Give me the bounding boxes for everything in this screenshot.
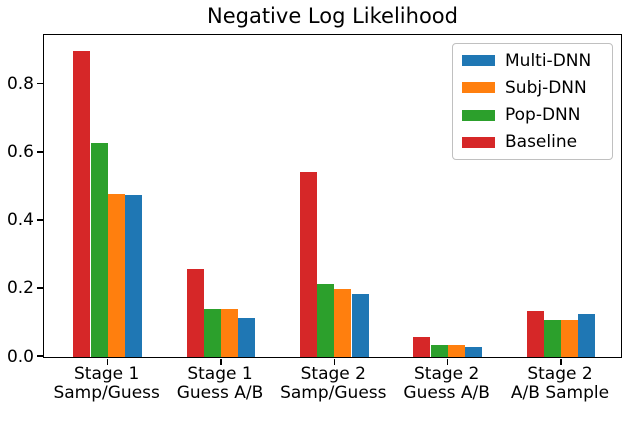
x-tick-mark: [560, 358, 562, 365]
legend-color-swatch-icon: [462, 82, 495, 94]
x-tick-label: Stage 1 Guess A/B: [145, 365, 295, 403]
x-tick-mark: [446, 358, 449, 365]
chart-title: Negative Log Likelihood: [207, 4, 458, 28]
bar-baseline: [526, 311, 544, 357]
bar-pop-dnn: [90, 142, 108, 357]
y-tick-mark: [36, 151, 43, 153]
bar-subj-dnn: [107, 193, 125, 357]
legend-item-subj-dnn: Subj-DNN: [462, 78, 603, 98]
bar-multi-dnn: [124, 195, 143, 357]
x-tick-label-line: Guess A/B: [176, 383, 264, 403]
legend-color-swatch-icon: [462, 109, 495, 121]
x-tick-label-line: Stage 2: [300, 364, 366, 384]
bar-subj-dnn: [561, 319, 579, 357]
y-tick-mark: [36, 82, 43, 85]
x-tick-label: Stage 2 Guess A/B: [372, 365, 522, 403]
y-tick-mark: [36, 287, 43, 289]
bar-multi-dnn: [351, 294, 369, 357]
y-tick-label: 0.0: [6, 346, 34, 367]
x-tick-label-line: Stage 2: [414, 364, 480, 384]
y-tick-mark: [36, 355, 43, 357]
legend-label: Pop-DNN: [505, 105, 581, 126]
bar-pop-dnn: [317, 283, 335, 357]
x-tick-label: Stage 1 Samp/Guess: [32, 365, 182, 403]
bar-pop-dnn: [430, 345, 448, 357]
bar-subj-dnn: [334, 288, 352, 357]
x-tick-label-line: Stage 1: [187, 364, 253, 384]
bar-pop-dnn: [543, 319, 561, 357]
x-tick-mark: [333, 358, 336, 365]
legend: Multi-DNN Subj-DNN Pop-DNN Baseline: [452, 43, 613, 160]
legend-item-multi-dnn: Multi-DNN: [462, 51, 603, 71]
bar-baseline: [299, 171, 318, 357]
x-tick-label-line: Stage 1: [74, 364, 140, 384]
bar-pop-dnn: [203, 309, 221, 357]
legend-color-swatch-icon: [462, 136, 495, 148]
bar-subj-dnn: [221, 309, 239, 357]
legend-label: Subj-DNN: [505, 77, 587, 98]
bar-multi-dnn: [238, 317, 256, 357]
y-tick-mark: [36, 219, 43, 221]
y-tick-label: 0.2: [6, 278, 34, 299]
x-tick-label-line: Guess A/B: [403, 383, 490, 403]
y-tick-label: 0.6: [6, 142, 34, 163]
x-tick-mark: [220, 358, 222, 365]
legend-item-pop-dnn: Pop-DNN: [462, 105, 603, 125]
y-tick-label: 0.4: [6, 210, 34, 231]
x-tick-label-line: A/B Sample: [510, 383, 610, 403]
x-tick-label: Stage 2 A/B Sample: [485, 365, 630, 403]
bar-subj-dnn: [447, 345, 465, 357]
bar-multi-dnn: [578, 314, 596, 357]
legend-label: Baseline: [505, 132, 578, 153]
bar-baseline: [73, 50, 91, 357]
x-tick-mark: [106, 358, 109, 365]
x-tick-label-line: Stage 2: [527, 364, 593, 384]
x-tick-label: Stage 2 Samp/Guess: [258, 365, 408, 403]
bar-baseline: [186, 268, 204, 357]
legend-label: Multi-DNN: [505, 50, 592, 71]
bar-baseline: [413, 336, 431, 357]
y-tick-label: 0.8: [6, 74, 34, 95]
x-tick-label-line: Samp/Guess: [53, 383, 160, 403]
bar-multi-dnn: [464, 346, 483, 357]
legend-color-swatch-icon: [462, 55, 495, 67]
legend-item-baseline: Baseline: [462, 132, 603, 152]
x-tick-label-line: Samp/Guess: [280, 383, 387, 403]
